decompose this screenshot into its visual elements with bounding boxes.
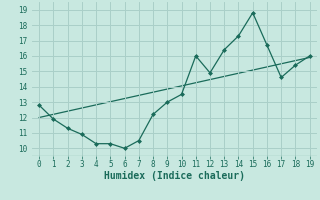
X-axis label: Humidex (Indice chaleur): Humidex (Indice chaleur) [104, 171, 245, 181]
